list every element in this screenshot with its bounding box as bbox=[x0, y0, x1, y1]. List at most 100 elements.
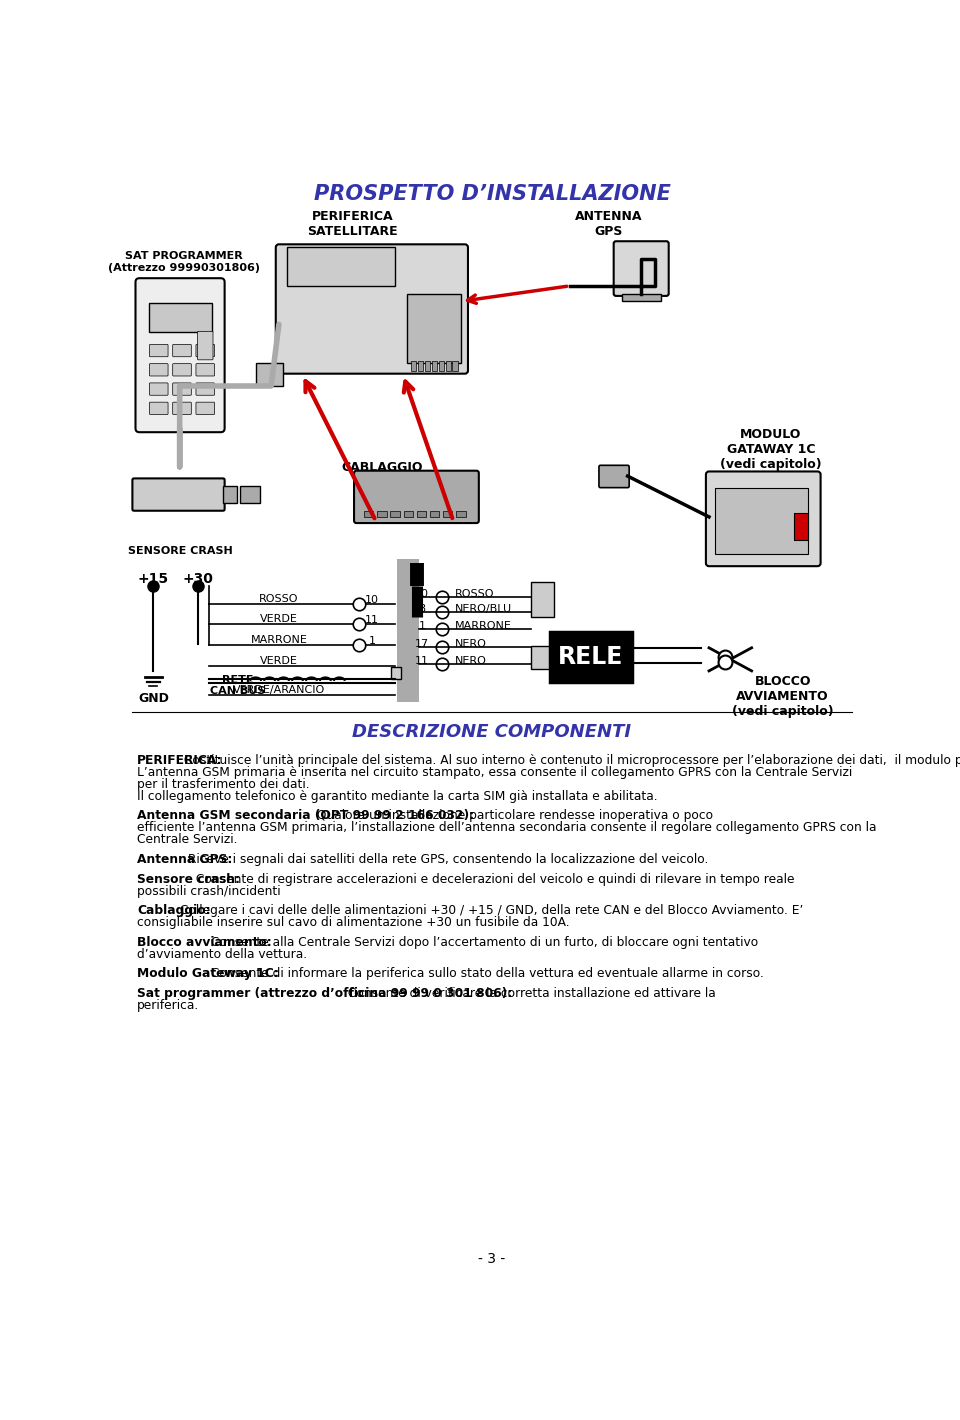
Text: 10: 10 bbox=[416, 589, 429, 599]
FancyBboxPatch shape bbox=[132, 479, 225, 511]
Bar bbox=[715, 488, 808, 554]
FancyBboxPatch shape bbox=[196, 364, 214, 376]
Bar bbox=[430, 511, 440, 517]
Bar bbox=[287, 247, 396, 285]
FancyBboxPatch shape bbox=[173, 364, 191, 376]
FancyBboxPatch shape bbox=[135, 278, 225, 432]
Bar bbox=[418, 361, 423, 371]
Bar bbox=[550, 632, 632, 683]
FancyBboxPatch shape bbox=[706, 471, 821, 567]
Text: Sat programmer (attrezzo d’officina 99 99 0 301 806):: Sat programmer (attrezzo d’officina 99 9… bbox=[137, 987, 513, 1000]
Text: 1: 1 bbox=[369, 636, 375, 646]
Text: L’antenna GSM primaria è inserita nel circuito stampato, essa consente il colleg: L’antenna GSM primaria è inserita nel ci… bbox=[137, 765, 852, 780]
Bar bbox=[417, 511, 426, 517]
FancyBboxPatch shape bbox=[173, 383, 191, 395]
Text: Il collegamento telefonico è garantito mediante la carta SIM già installata e ab: Il collegamento telefonico è garantito m… bbox=[137, 790, 658, 802]
FancyBboxPatch shape bbox=[276, 244, 468, 373]
Text: Consente di registrare accelerazioni e decelerazioni del veicolo e quindi di ril: Consente di registrare accelerazioni e d… bbox=[192, 873, 794, 886]
Text: Riceve i segnali dai satelliti della rete GPS, consentendo la localizzazione del: Riceve i segnali dai satelliti della ret… bbox=[184, 853, 708, 866]
Text: VERDE: VERDE bbox=[260, 615, 298, 625]
Text: Consente di informare la periferica sullo stato della vettura ed eventuale allar: Consente di informare la periferica sull… bbox=[207, 967, 764, 980]
Text: PERIFERICA:: PERIFERICA: bbox=[137, 754, 223, 767]
Text: NERO/BLU: NERO/BLU bbox=[455, 605, 512, 615]
FancyBboxPatch shape bbox=[198, 331, 213, 359]
Bar bbox=[407, 294, 461, 364]
Text: Centrale Servizi.: Centrale Servizi. bbox=[137, 834, 237, 846]
Bar bbox=[403, 511, 413, 517]
Text: ROSSO: ROSSO bbox=[259, 595, 299, 605]
Bar bbox=[377, 511, 387, 517]
Text: PROSPETTO D’INSTALLAZIONE: PROSPETTO D’INSTALLAZIONE bbox=[314, 185, 670, 204]
FancyBboxPatch shape bbox=[196, 345, 214, 356]
Text: NERO: NERO bbox=[455, 656, 487, 666]
Text: NERO: NERO bbox=[455, 639, 487, 649]
FancyBboxPatch shape bbox=[150, 345, 168, 356]
Text: ROSSO: ROSSO bbox=[455, 589, 494, 599]
Text: ANTENNA
GPS: ANTENNA GPS bbox=[574, 210, 642, 239]
Text: Antenna GPS:: Antenna GPS: bbox=[137, 853, 232, 866]
FancyBboxPatch shape bbox=[196, 402, 214, 415]
Text: SAT PROGRAMMER
(Attrezzo 99990301806): SAT PROGRAMMER (Attrezzo 99990301806) bbox=[108, 251, 259, 273]
Bar bbox=[794, 513, 808, 540]
Text: +15: +15 bbox=[138, 572, 169, 586]
Text: - 3 -: - 3 - bbox=[478, 1252, 506, 1267]
Text: MARRONE: MARRONE bbox=[455, 621, 512, 632]
Text: Cablaggio:: Cablaggio: bbox=[137, 905, 210, 917]
Text: 11: 11 bbox=[416, 656, 429, 666]
Text: 10: 10 bbox=[365, 595, 379, 605]
Bar bbox=[392, 667, 400, 679]
Bar bbox=[531, 646, 554, 669]
Text: RETE
CAN BUS: RETE CAN BUS bbox=[210, 674, 265, 696]
Text: efficiente l’antenna GSM primaria, l’installazione dell’antenna secondaria conse: efficiente l’antenna GSM primaria, l’ins… bbox=[137, 821, 876, 835]
FancyBboxPatch shape bbox=[150, 402, 168, 415]
FancyBboxPatch shape bbox=[150, 383, 168, 395]
Bar bbox=[622, 294, 660, 301]
Bar bbox=[424, 361, 430, 371]
FancyBboxPatch shape bbox=[173, 345, 191, 356]
FancyBboxPatch shape bbox=[354, 470, 479, 523]
Text: 1: 1 bbox=[419, 621, 425, 632]
Text: Modulo Gateway 1C:: Modulo Gateway 1C: bbox=[137, 967, 278, 980]
Text: GND: GND bbox=[138, 693, 169, 706]
FancyBboxPatch shape bbox=[196, 383, 214, 395]
Text: Antenna GSM secondaria (OPT 99 99 2 166 032):: Antenna GSM secondaria (OPT 99 99 2 166 … bbox=[137, 809, 474, 822]
Text: per il trasferimento dei dati.: per il trasferimento dei dati. bbox=[137, 778, 310, 791]
Text: VERDE: VERDE bbox=[260, 656, 298, 666]
Bar bbox=[411, 361, 416, 371]
Text: PERIFERICA
SATELLITARE: PERIFERICA SATELLITARE bbox=[307, 210, 397, 239]
Bar bbox=[240, 486, 259, 503]
Text: Costituisce l’unità principale del sistema. Al suo interno è contenuto il microp: Costituisce l’unità principale del siste… bbox=[180, 754, 960, 767]
Text: consigliabile inserire sul cavo di alimentazione +30 un fusibile da 10A.: consigliabile inserire sul cavo di alime… bbox=[137, 916, 569, 929]
Bar bbox=[149, 302, 212, 332]
Bar bbox=[223, 486, 237, 503]
Text: +30: +30 bbox=[182, 572, 213, 586]
FancyBboxPatch shape bbox=[173, 402, 191, 415]
Bar bbox=[439, 361, 444, 371]
Text: Consente di verificare la corretta installazione ed attivare la: Consente di verificare la corretta insta… bbox=[345, 987, 716, 1000]
Text: VERDE/ARANCIO: VERDE/ARANCIO bbox=[232, 686, 325, 696]
Bar bbox=[397, 559, 420, 701]
Text: Blocco avviamento:: Blocco avviamento: bbox=[137, 936, 272, 949]
FancyBboxPatch shape bbox=[150, 364, 168, 376]
Bar bbox=[445, 361, 451, 371]
Text: 11: 11 bbox=[365, 615, 379, 625]
FancyBboxPatch shape bbox=[599, 466, 629, 487]
Bar bbox=[391, 511, 399, 517]
Bar bbox=[444, 511, 452, 517]
Text: SENSORE CRASH: SENSORE CRASH bbox=[128, 547, 233, 557]
Text: Consente alla Centrale Servizi dopo l’accertamento di un furto, di bloccare ogni: Consente alla Centrale Servizi dopo l’ac… bbox=[207, 936, 758, 949]
Text: 8: 8 bbox=[419, 605, 426, 615]
Text: MODULO
GATAWAY 1C
(vedi capitolo): MODULO GATAWAY 1C (vedi capitolo) bbox=[720, 429, 822, 471]
Bar bbox=[452, 361, 458, 371]
Text: possibili crash/incidenti: possibili crash/incidenti bbox=[137, 885, 280, 897]
Text: BLOCCO
AVVIAMENTO
(vedi capitolo): BLOCCO AVVIAMENTO (vedi capitolo) bbox=[732, 674, 833, 717]
Text: periferica.: periferica. bbox=[137, 998, 200, 1012]
Bar bbox=[456, 511, 466, 517]
Text: CABLAGGIO: CABLAGGIO bbox=[341, 462, 422, 474]
Bar bbox=[531, 582, 554, 618]
Text: Sensore crash:: Sensore crash: bbox=[137, 873, 240, 886]
Text: DESCRIZIONE COMPONENTI: DESCRIZIONE COMPONENTI bbox=[352, 723, 632, 741]
Text: Qualora un’installazione particolare rendesse inoperativa o poco: Qualora un’installazione particolare ren… bbox=[313, 809, 713, 822]
Text: Collegare i cavi delle delle alimentazioni +30 / +15 / GND, della rete CAN e del: Collegare i cavi delle delle alimentazio… bbox=[177, 905, 804, 917]
Text: 17: 17 bbox=[415, 639, 429, 649]
